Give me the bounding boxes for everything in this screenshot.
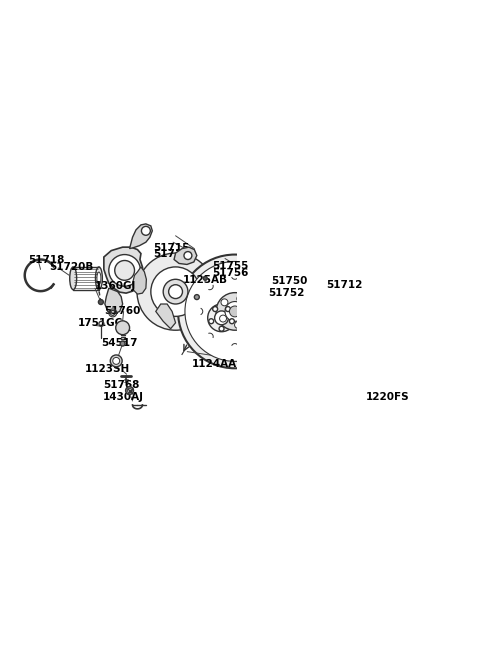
Text: 1751GC: 1751GC	[78, 318, 123, 328]
Text: 1430AJ: 1430AJ	[103, 392, 144, 402]
Text: 51756: 51756	[213, 269, 249, 278]
Circle shape	[194, 295, 199, 299]
Circle shape	[142, 227, 150, 235]
Circle shape	[137, 253, 214, 330]
Circle shape	[185, 261, 285, 362]
Circle shape	[184, 252, 192, 259]
Text: 51760: 51760	[104, 306, 140, 316]
Polygon shape	[156, 304, 176, 329]
Text: 51712: 51712	[326, 280, 363, 290]
Circle shape	[219, 315, 227, 322]
Polygon shape	[132, 267, 146, 294]
Text: 51752: 51752	[268, 288, 304, 298]
Polygon shape	[104, 247, 144, 293]
Circle shape	[98, 299, 103, 305]
Circle shape	[199, 295, 244, 340]
Text: 51750: 51750	[271, 276, 307, 286]
Ellipse shape	[70, 267, 77, 290]
Circle shape	[225, 301, 245, 322]
Circle shape	[213, 307, 217, 312]
Circle shape	[235, 322, 241, 328]
Text: 51718: 51718	[29, 255, 65, 265]
Polygon shape	[130, 224, 152, 249]
Circle shape	[209, 319, 214, 324]
Circle shape	[215, 311, 228, 325]
Circle shape	[226, 307, 230, 312]
Circle shape	[116, 321, 130, 335]
Text: 1125AB: 1125AB	[183, 275, 228, 286]
Text: 51720B: 51720B	[49, 263, 94, 272]
Polygon shape	[105, 288, 123, 314]
Circle shape	[109, 255, 141, 286]
Circle shape	[120, 341, 125, 346]
Circle shape	[151, 267, 200, 316]
Polygon shape	[174, 247, 197, 265]
Text: 1220FS: 1220FS	[366, 392, 409, 402]
Ellipse shape	[97, 272, 101, 284]
Circle shape	[229, 319, 234, 324]
Circle shape	[216, 293, 254, 330]
Circle shape	[126, 386, 133, 394]
Circle shape	[168, 285, 182, 299]
Circle shape	[203, 276, 207, 280]
Text: 1123SH: 1123SH	[85, 364, 130, 374]
Circle shape	[208, 304, 235, 331]
Circle shape	[163, 279, 188, 304]
Circle shape	[219, 326, 224, 331]
Circle shape	[245, 309, 252, 316]
Text: 51768: 51768	[103, 380, 139, 390]
Text: 1360GJ: 1360GJ	[95, 281, 136, 291]
Circle shape	[178, 255, 292, 368]
Text: 1124AA: 1124AA	[192, 360, 237, 369]
Text: 51755: 51755	[213, 261, 249, 271]
Circle shape	[221, 299, 228, 306]
Text: 51716: 51716	[153, 248, 190, 259]
Text: 51715: 51715	[153, 242, 190, 253]
Circle shape	[115, 261, 134, 280]
Circle shape	[128, 388, 132, 392]
Ellipse shape	[96, 267, 102, 290]
Circle shape	[229, 306, 240, 317]
Circle shape	[113, 358, 120, 364]
Text: 54517: 54517	[101, 337, 138, 348]
Circle shape	[237, 295, 244, 302]
Circle shape	[110, 355, 122, 367]
